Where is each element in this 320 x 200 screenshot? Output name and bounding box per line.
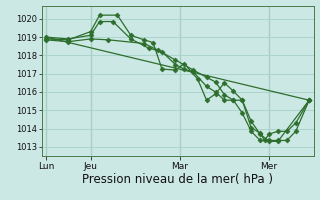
X-axis label: Pression niveau de la mer( hPa ): Pression niveau de la mer( hPa ) (82, 173, 273, 186)
